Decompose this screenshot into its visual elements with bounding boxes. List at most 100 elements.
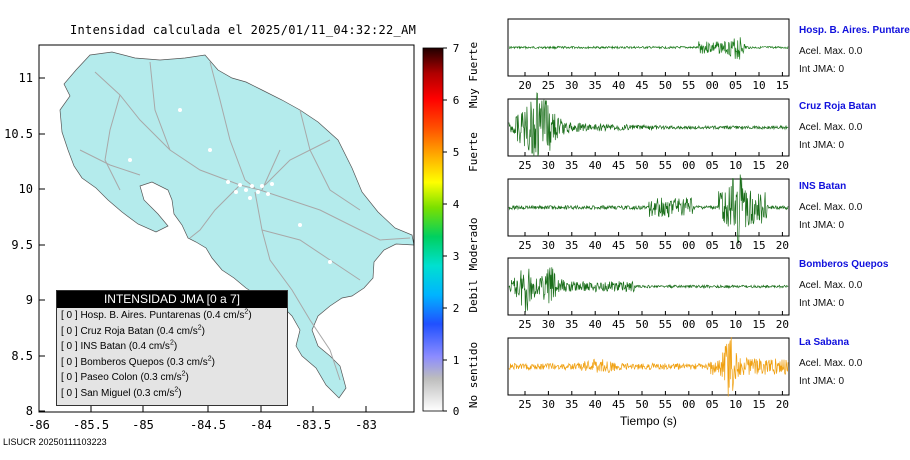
map-y-tick-label: 10.5 xyxy=(4,127,33,141)
trace-tick-label: 55 xyxy=(659,398,672,411)
station-jma-intensity: Int JMA: 0 xyxy=(799,220,845,231)
colorbar-category-label: Debil xyxy=(467,279,480,312)
station-name: Bomberos Quepos xyxy=(799,259,889,270)
trace-tick-label: 10 xyxy=(752,79,765,92)
trace-panel: 20 25 30 35 40 45 50 55 00 05 10 15 xyxy=(507,18,790,92)
station-max-acceleration: Acel. Max. 0.0 xyxy=(799,280,863,291)
trace-tick-label: 45 xyxy=(612,159,625,172)
map-x-axis: -86 -85.5 -85 -84.5 -84 -83.5 -83 xyxy=(28,406,377,432)
trace-tick-label: 50 xyxy=(635,398,648,411)
credit-stamp: LISUCR 20250111103223 xyxy=(3,437,107,447)
trace-tick-label: 20 xyxy=(776,398,789,411)
map-y-tick-label: 11 xyxy=(19,71,33,85)
trace-panel: 25 30 35 40 45 50 55 00 05 10 15 20 xyxy=(507,257,790,331)
legend-row: [ 0 ] Bomberos Quepos (0.3 cm/s2) xyxy=(61,355,215,368)
map-x-tick-label: -83 xyxy=(355,418,377,432)
trace-tick-label: 50 xyxy=(659,79,672,92)
trace-tick-label: 35 xyxy=(565,159,578,172)
trace-panel: 25 30 35 40 45 50 55 00 05 10 15 20 xyxy=(507,92,790,172)
trace-tick-label: 45 xyxy=(635,79,648,92)
station-max-acceleration: Acel. Max. 0.0 xyxy=(799,46,863,57)
trace-tick-label: 50 xyxy=(635,159,648,172)
colorbar-tick-label: 2 xyxy=(453,302,460,315)
map-y-tick-label: 9.5 xyxy=(11,238,33,252)
trace-tick-label: 10 xyxy=(729,159,742,172)
trace-tick-label: 45 xyxy=(612,318,625,331)
trace-tick-label: 05 xyxy=(706,159,719,172)
legend-row: [ 0 ] Paseo Colon (0.3 cm/s2) xyxy=(61,371,189,384)
map-x-tick-label: -83.5 xyxy=(295,418,331,432)
trace-tick-label: 00 xyxy=(706,79,719,92)
waveform-line xyxy=(508,337,789,397)
trace-tick-label: 00 xyxy=(682,318,695,331)
trace-tick-label: 35 xyxy=(565,239,578,252)
trace-tick-label: 20 xyxy=(776,239,789,252)
waveform-line xyxy=(508,37,789,60)
map-frame xyxy=(38,44,415,413)
trace-tick-label: 35 xyxy=(565,318,578,331)
waveform-panels: 20 25 30 35 40 45 50 55 00 05 10 15 25 30 35 40 45 50 55 00… xyxy=(507,18,790,411)
map-y-tick-label: 8.5 xyxy=(11,349,33,363)
trace-tick-label: 05 xyxy=(706,398,719,411)
trace-tick-label: 35 xyxy=(589,79,602,92)
trace-tick-label: 30 xyxy=(542,239,555,252)
trace-tick-label: 05 xyxy=(706,239,719,252)
map-y-axis: 11 10.5 10 9.5 9 8.5 8 xyxy=(4,71,45,418)
costa-rica-landmass xyxy=(59,51,414,399)
trace-tick-label: 50 xyxy=(635,318,648,331)
trace-tick-label: 55 xyxy=(659,159,672,172)
colorbar-tick-label: 7 xyxy=(453,42,460,55)
trace-tick-label: 40 xyxy=(589,159,602,172)
trace-tick-label: 35 xyxy=(565,398,578,411)
colorbar-ticks: 7 6 5 4 3 2 1 0 xyxy=(443,42,460,418)
waveform-line xyxy=(508,267,789,313)
trace-tick-label: 05 xyxy=(706,318,719,331)
trace-panel: 25 30 35 40 45 50 55 00 05 10 15 20 xyxy=(507,337,790,411)
trace-tick-label: 15 xyxy=(752,159,765,172)
colorbar-category-label: Moderado xyxy=(467,218,480,271)
colorbar-tick-label: 3 xyxy=(453,250,460,263)
trace-tick-label: 05 xyxy=(729,79,742,92)
trace-tick-label: 15 xyxy=(752,239,765,252)
trace-tick-label: 55 xyxy=(682,79,695,92)
colorbar-category-label: Fuerte xyxy=(467,132,480,172)
trace-tick-label: 25 xyxy=(518,159,531,172)
legend-header: INTENSIDAD JMA [0 a 7] xyxy=(57,291,287,308)
map-x-tick-label: -86 xyxy=(28,418,50,432)
map-y-tick-label: 9 xyxy=(26,293,33,307)
station-jma-intensity: Int JMA: 0 xyxy=(799,140,845,151)
trace-panel: 25 30 35 40 45 50 55 00 05 10 15 20 xyxy=(507,174,790,252)
colorbar-tick-label: 6 xyxy=(453,94,460,107)
colorbar-category-label: Muy Fuerte xyxy=(467,42,480,108)
trace-tick-label: 15 xyxy=(752,318,765,331)
road-network xyxy=(79,61,411,381)
trace-tick-label: 45 xyxy=(612,398,625,411)
map-y-tick-label: 8 xyxy=(26,404,33,418)
waveform-line xyxy=(508,174,789,244)
town-markers xyxy=(128,108,337,342)
colorbar-category-labels: Muy Fuerte Fuerte Moderado Debil No sentido xyxy=(467,42,480,408)
station-name: La Sabana xyxy=(799,337,850,348)
trace-tick-label: 30 xyxy=(542,159,555,172)
legend-row: [ 0 ] INS Batan (0.4 cm/s2) xyxy=(61,339,178,353)
map-x-tick-label: -85 xyxy=(132,418,154,432)
trace-tick-label: 10 xyxy=(729,318,742,331)
trace-tick-label: 10 xyxy=(729,398,742,411)
station-max-acceleration: Acel. Max. 0.0 xyxy=(799,122,863,133)
trace-tick-label: 30 xyxy=(565,79,578,92)
legend-row: [ 0 ] Cruz Roja Batan (0.4 cm/s2) xyxy=(61,324,205,337)
trace-tick-label: 55 xyxy=(659,239,672,252)
intensity-colorbar xyxy=(422,47,444,412)
trace-tick-label: 40 xyxy=(589,318,602,331)
station-jma-intensity: Int JMA: 0 xyxy=(799,64,845,75)
station-max-acceleration: Acel. Max. 0.0 xyxy=(799,202,863,213)
station-jma-intensity: Int JMA: 0 xyxy=(799,376,845,387)
trace-tick-label: 15 xyxy=(752,398,765,411)
map-x-tick-label: -84.5 xyxy=(190,418,226,432)
trace-tick-label: 10 xyxy=(729,239,742,252)
legend-row: [ 0 ] San Miguel (0.3 cm/s2) xyxy=(61,386,182,399)
trace-tick-label: 50 xyxy=(635,239,648,252)
colorbar-tick-label: 0 xyxy=(453,405,460,418)
station-jma-intensity: Int JMA: 0 xyxy=(799,298,845,309)
